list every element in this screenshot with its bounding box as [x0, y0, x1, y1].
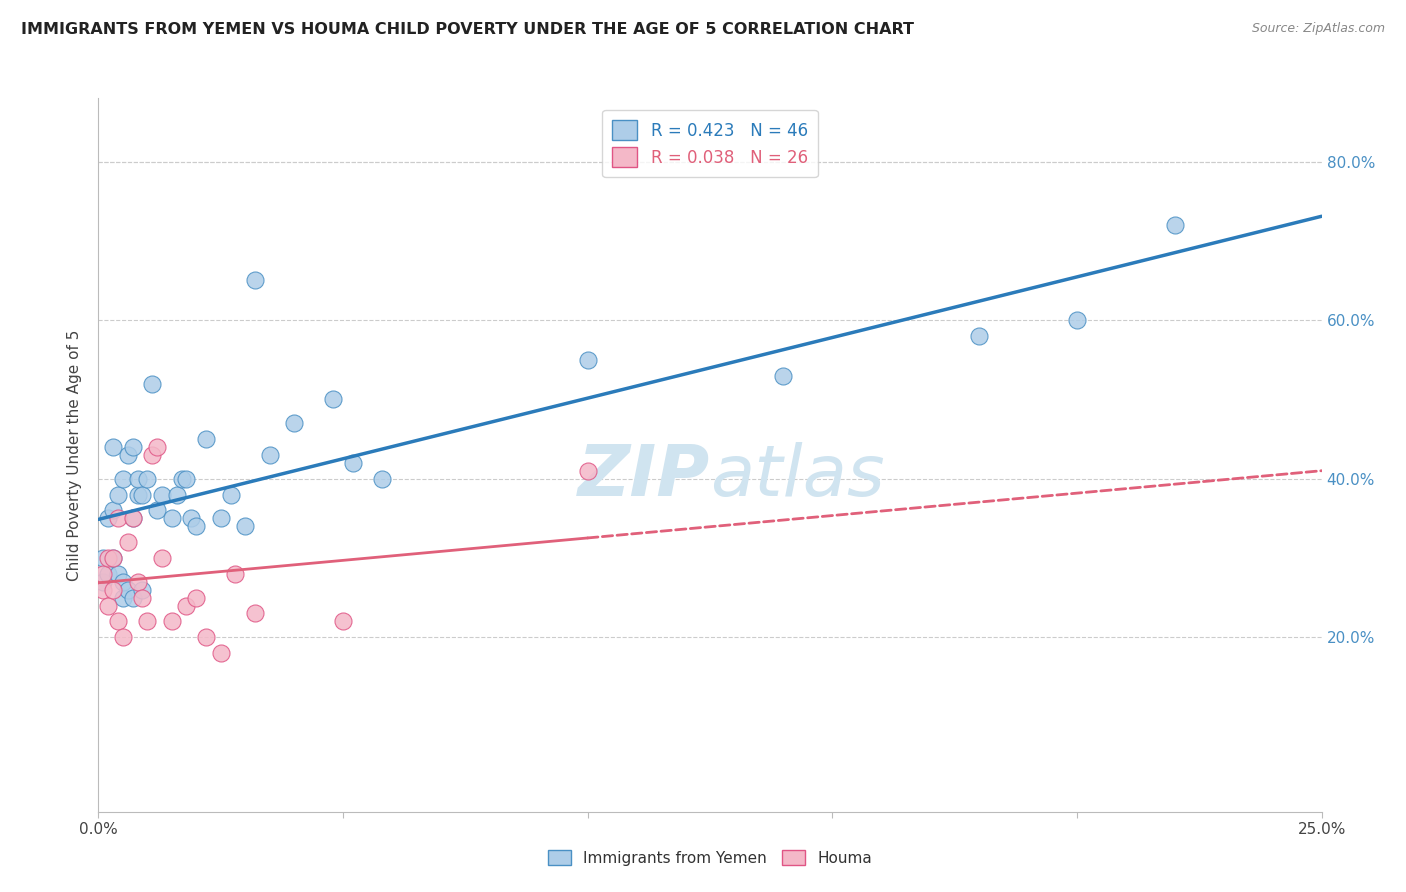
Point [117, 448, 139, 462]
Point [332, 615, 354, 629]
Point [111, 472, 134, 486]
Y-axis label: Child Poverty Under the Age of 5: Child Poverty Under the Age of 5 [67, 329, 83, 581]
Point [121, 440, 143, 454]
Point [121, 591, 143, 605]
Text: ZIP: ZIP [578, 442, 710, 511]
Point [170, 472, 193, 486]
Point [195, 630, 218, 644]
Point [117, 582, 139, 597]
Point [97, 511, 120, 525]
Point [186, 591, 208, 605]
Point [195, 432, 218, 446]
Point [111, 591, 134, 605]
Point [1164, 218, 1187, 232]
Text: atlas: atlas [710, 442, 884, 511]
Point [131, 582, 153, 597]
Point [97, 551, 120, 566]
Text: IMMIGRANTS FROM YEMEN VS HOUMA CHILD POVERTY UNDER THE AGE OF 5 CORRELATION CHAR: IMMIGRANTS FROM YEMEN VS HOUMA CHILD POV… [21, 22, 914, 37]
Point [166, 487, 188, 501]
Point [117, 535, 139, 549]
Point [107, 511, 129, 525]
Point [233, 519, 256, 533]
Text: Source: ZipAtlas.com: Source: ZipAtlas.com [1251, 22, 1385, 36]
Point [111, 574, 134, 589]
Point [131, 591, 153, 605]
Point [97, 599, 120, 613]
Point [121, 511, 143, 525]
Point [136, 615, 159, 629]
Point [243, 607, 266, 621]
Point [186, 519, 208, 533]
Point [127, 574, 149, 589]
Point [371, 472, 394, 486]
Point [150, 551, 173, 566]
Point [91, 551, 114, 566]
Point [176, 472, 198, 486]
Point [772, 368, 794, 383]
Point [1066, 313, 1088, 327]
Point [101, 551, 124, 566]
Point [101, 503, 124, 517]
Point [576, 352, 599, 367]
Point [209, 511, 232, 525]
Point [259, 448, 281, 462]
Point [576, 464, 599, 478]
Point [176, 599, 198, 613]
Point [283, 416, 305, 430]
Point [101, 551, 124, 566]
Point [146, 440, 169, 454]
Point [91, 566, 114, 581]
Point [224, 566, 246, 581]
Point [243, 273, 266, 287]
Point [141, 376, 163, 391]
Point [91, 574, 114, 589]
Point [101, 440, 124, 454]
Point [111, 630, 134, 644]
Point [322, 392, 344, 407]
Point [101, 582, 124, 597]
Point [160, 615, 183, 629]
Point [121, 511, 143, 525]
Point [141, 448, 163, 462]
Point [150, 487, 173, 501]
Point [342, 456, 364, 470]
Point [209, 646, 232, 660]
Point [127, 487, 149, 501]
Point [219, 487, 242, 501]
Point [180, 511, 202, 525]
Point [127, 472, 149, 486]
Legend: Immigrants from Yemen, Houma: Immigrants from Yemen, Houma [541, 844, 879, 871]
Point [160, 511, 183, 525]
Point [967, 329, 990, 343]
Point [107, 566, 129, 581]
Point [107, 487, 129, 501]
Point [97, 566, 120, 581]
Point [146, 503, 169, 517]
Point [91, 582, 114, 597]
Point [131, 487, 153, 501]
Point [136, 472, 159, 486]
Point [107, 615, 129, 629]
